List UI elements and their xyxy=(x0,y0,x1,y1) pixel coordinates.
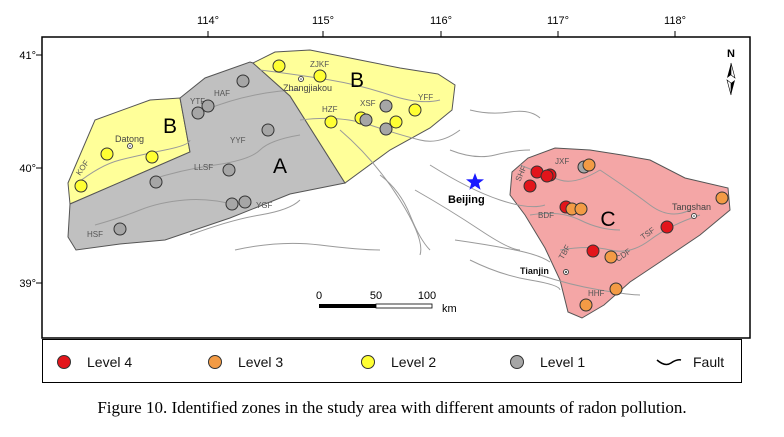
legend-label: Level 4 xyxy=(87,354,133,370)
zone-label-b-west: B xyxy=(163,115,177,138)
city-zhangjiakou: Zhangjiakou xyxy=(283,83,332,93)
radon-zone-map: 114° 115° 116° 117° 118° 41° 40° 39° xyxy=(19,15,751,339)
sample-point-level1 xyxy=(201,99,215,113)
city-marker-center xyxy=(129,145,131,147)
fault-label: HHF xyxy=(588,289,605,298)
sample-point-level1 xyxy=(261,123,275,137)
legend-label: Level 2 xyxy=(391,354,437,370)
sample-point-level1 xyxy=(236,74,250,88)
legend: Level 4 Level 3 Level 2 Level 1 Fault xyxy=(42,339,742,383)
left-tick-label: 40° xyxy=(19,163,36,175)
sample-point-level1 xyxy=(222,163,236,177)
fault-label: YYF xyxy=(230,136,246,145)
zone-label-a: A xyxy=(273,155,287,178)
fault-label: HSF xyxy=(87,230,103,239)
sample-point-level2 xyxy=(324,115,338,129)
scale-tick-label: 50 xyxy=(370,290,382,302)
sample-point-level1 xyxy=(359,113,373,127)
sample-point-level2 xyxy=(145,150,159,164)
scale-tick-label: 0 xyxy=(316,290,322,302)
fault-label: YTF xyxy=(190,97,205,106)
sample-point-level2 xyxy=(408,103,422,117)
scale-bar-black xyxy=(319,304,376,308)
city-beijing: Beijing xyxy=(448,194,485,206)
top-tick-label: 117° xyxy=(547,15,569,27)
legend-swatch xyxy=(57,355,71,369)
left-tick-label: 39° xyxy=(19,278,36,290)
sample-point-level1 xyxy=(225,197,239,211)
top-tick-label: 116° xyxy=(430,15,452,27)
top-axis-ticks xyxy=(207,31,676,37)
top-tick-label: 114° xyxy=(197,15,219,27)
sample-point-level1 xyxy=(379,99,393,113)
sample-point-level4 xyxy=(660,220,674,234)
legend-label: Level 1 xyxy=(540,354,586,370)
north-arrow-icon xyxy=(727,63,731,78)
north-label: N xyxy=(727,48,735,60)
legend-swatch xyxy=(208,355,222,369)
city-tianjin: Tianjin xyxy=(520,266,549,276)
fault-label: YGF xyxy=(256,201,273,210)
legend-swatch xyxy=(361,355,375,369)
sample-point-level2 xyxy=(272,59,286,73)
sample-point-level3 xyxy=(609,282,623,296)
scale-tick-label: 100 xyxy=(418,290,436,302)
city-tangshan: Tangshan xyxy=(672,202,711,212)
sample-point-level4 xyxy=(540,169,554,183)
capital-star-icon xyxy=(466,173,484,190)
sample-point-level1 xyxy=(191,106,205,120)
sample-point-level2 xyxy=(389,115,403,129)
zone-label-c: C xyxy=(600,208,615,231)
top-tick-label: 118° xyxy=(664,15,686,27)
sample-point-level1 xyxy=(113,222,127,236)
city-marker-center xyxy=(300,78,302,80)
legend-item-fault: Fault xyxy=(655,354,724,370)
legend-item-level2: Level 2 xyxy=(361,354,436,370)
legend-item-level1: Level 1 xyxy=(510,354,585,370)
city-marker-center xyxy=(565,271,567,273)
fault-label: YFF xyxy=(418,93,433,102)
fault-lines xyxy=(74,69,701,296)
legend-label: Fault xyxy=(693,354,725,370)
fault-label: ZJKF xyxy=(310,60,329,69)
sample-point-level2 xyxy=(74,179,88,193)
north-arrow-icon-half xyxy=(730,62,736,79)
sample-point-level3 xyxy=(574,202,588,216)
sample-point-level1 xyxy=(379,122,393,136)
sample-point-level1 xyxy=(149,175,163,189)
scale-unit: km xyxy=(442,303,457,315)
city-datong: Datong xyxy=(115,134,144,144)
fault-label: XSF xyxy=(360,99,376,108)
figure-caption: Figure 10. Identified zones in the study… xyxy=(97,398,687,417)
sample-point-level4 xyxy=(586,244,600,258)
left-tick-label: 41° xyxy=(19,50,36,62)
city-marker-center xyxy=(693,215,695,217)
fault-label: HZF xyxy=(322,105,338,114)
zone-c xyxy=(509,147,731,319)
zone-a xyxy=(67,61,346,251)
fault-label: HAF xyxy=(214,89,230,98)
zone-label-b-east: B xyxy=(350,69,364,92)
legend-swatch xyxy=(510,355,524,369)
sample-point-level3 xyxy=(582,158,596,172)
fault-line-icon xyxy=(656,359,682,366)
north-arrow-tail-half xyxy=(731,80,735,95)
sample-point-level2 xyxy=(313,69,327,83)
scale-bar-white xyxy=(375,303,433,309)
sample-point-level1 xyxy=(238,195,252,209)
fault-label: LLSF xyxy=(194,163,213,172)
sample-point-level3 xyxy=(579,298,593,312)
zone-b-east xyxy=(252,49,456,184)
legend-item-level4: Level 4 xyxy=(57,354,132,370)
sample-point-level4 xyxy=(523,179,537,193)
sample-point-level2 xyxy=(100,147,114,161)
legend-label: Level 3 xyxy=(238,354,284,370)
top-tick-label: 115° xyxy=(312,15,334,27)
sample-point-level3 xyxy=(715,191,729,205)
legend-item-level3: Level 3 xyxy=(208,354,283,370)
sample-point-level3 xyxy=(604,250,618,264)
left-axis-ticks xyxy=(36,54,42,284)
fault-label: BDF xyxy=(538,211,554,220)
fault-label: JXF xyxy=(555,157,569,166)
